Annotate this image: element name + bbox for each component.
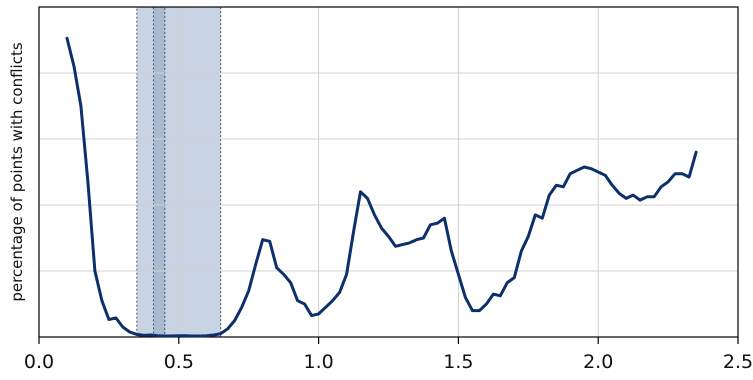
x-tick-label: 0.5 [164,351,194,373]
x-axis-ticks: 0.0 0.5 1.0 1.5 2.0 2.5 [24,337,753,373]
x-tick-label: 1.5 [443,351,473,373]
x-tick-label: 0.0 [24,351,54,373]
x-tick-label: 2.5 [723,351,753,373]
plot-border [38,6,739,338]
series-layer [65,36,698,338]
plot-frame [38,6,739,338]
x-tick-label: 1.0 [303,351,333,373]
y-axis-label: percentage of points with conflicts [8,42,26,301]
x-tick-label: 2.0 [583,351,613,373]
series-line-1 [65,36,698,338]
shaded-region-2 [153,6,166,338]
